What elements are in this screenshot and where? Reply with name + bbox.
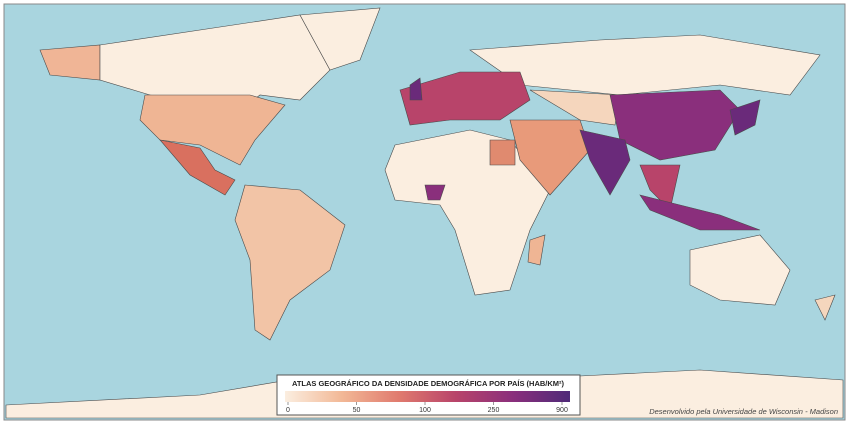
central-asia [529,89,621,126]
australia [689,234,791,306]
egypt [489,139,516,166]
tick-label: 900 [556,407,568,414]
europe [399,71,531,126]
greenland [299,7,381,71]
legend-title: ATLAS GEOGRÁFICO DA DENSIDADE DEMOGRÁFIC… [292,379,565,388]
new-zealand [814,294,836,321]
japan [729,99,761,136]
indonesia [639,194,761,231]
india [579,129,631,196]
madagascar [527,234,546,266]
legend-ticks: 0 50 100 250 900 [286,402,568,414]
legend: ATLAS GEOGRÁFICO DA DENSIDADE DEMOGRÁFIC… [276,374,581,416]
tick-label: 250 [488,407,500,414]
africa [384,129,551,296]
south-america [234,184,346,341]
color-scale [285,391,570,402]
usa [139,94,286,166]
tick-label: 100 [419,407,431,414]
uk [409,77,423,101]
tick-label: 0 [286,407,290,414]
mexico [159,139,236,196]
nigeria [424,184,446,201]
tick-label: 50 [353,407,361,414]
credit: Desenvolvido pela Universidade de Wiscon… [649,407,838,416]
middle-east [509,119,591,196]
russia [469,34,821,96]
